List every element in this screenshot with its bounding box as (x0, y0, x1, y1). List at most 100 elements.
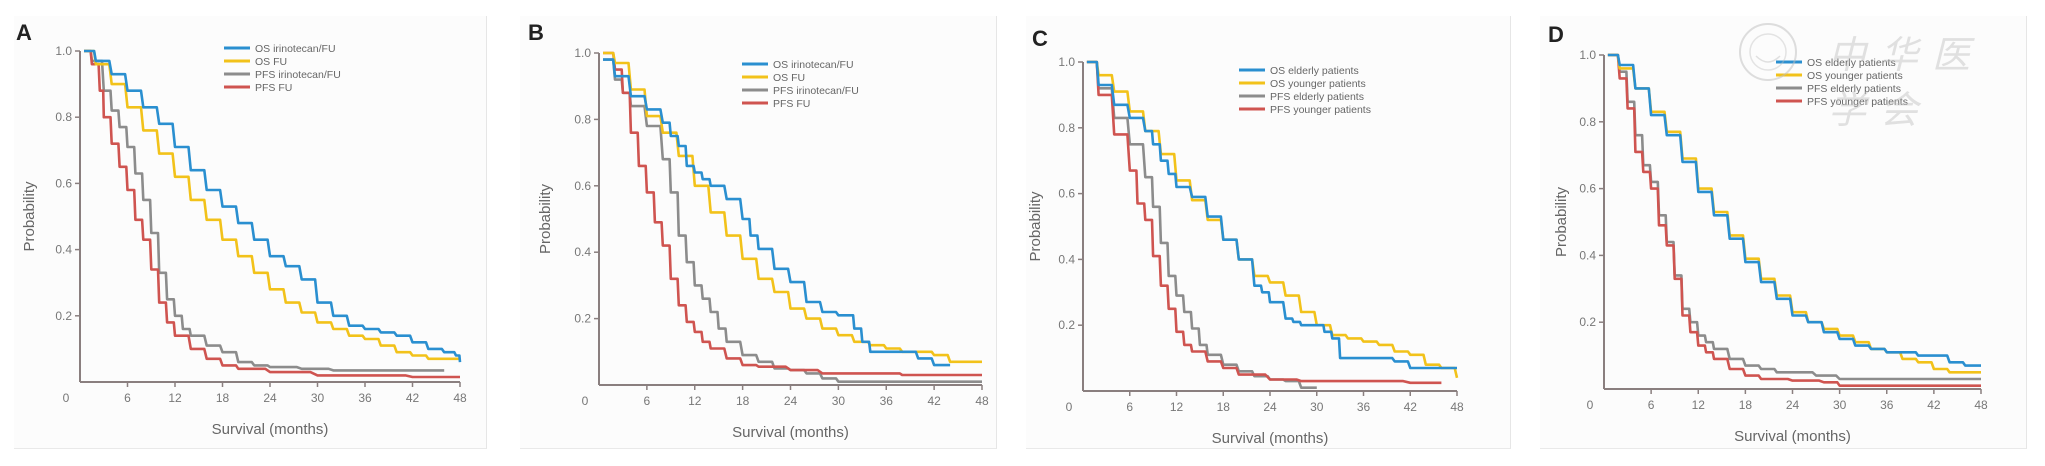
series-line-pfs-fu (84, 49, 460, 379)
legend-label: OS FU (255, 56, 287, 68)
x-tick-label: 24 (1263, 400, 1277, 414)
x-tick-label: 24 (784, 394, 798, 408)
x-tick-label: 6 (644, 394, 651, 408)
y-axis-label: Probability (537, 183, 554, 254)
x-tick-label: 18 (736, 394, 750, 408)
y-tick-label: 1.0 (55, 44, 72, 58)
x-tick-label: 42 (406, 391, 420, 405)
y-tick-label: 0.6 (1058, 187, 1075, 201)
y-tick-label: 1.0 (574, 46, 591, 60)
x-tick-label: 36 (880, 394, 894, 408)
x-tick-label: 36 (1880, 398, 1894, 412)
y-tick-label: 1.0 (1579, 48, 1596, 62)
x-tick-label: 18 (1217, 400, 1231, 414)
series-line-pfs-fu (603, 51, 982, 377)
y-tick-label: 0.2 (55, 309, 72, 323)
legend-label: PFS elderly patients (1270, 91, 1364, 103)
x-tick-label: 42 (1927, 398, 1941, 412)
x-tick-label: 42 (1404, 400, 1418, 414)
y-tick-label: 0.2 (1058, 318, 1075, 332)
x-tick-label: 48 (975, 394, 989, 408)
km-chart-svg: A 0.2 0.4 0.6 0.8 1.0 0 6 12 18 24 30 36 42 48 Survival… (16, 20, 467, 438)
km-chart-svg: D 0.2 0.4 0.6 0.8 1.0 0 6 12 18 24 30 36 42 48 Survival… (1548, 22, 1988, 445)
panel-c: C 0.2 0.4 0.6 0.8 1.0 0 6 12 18 24 30 36 42 48 Survival… (1026, 16, 1511, 449)
series-line-pfs-younger-patients (1607, 53, 1981, 387)
legend-label: PFS FU (773, 98, 810, 110)
panel-letter: C (1032, 26, 1048, 51)
x-tick-label: 18 (1739, 398, 1753, 412)
panel-b: B 0.2 0.4 0.6 0.8 1.0 0 6 12 18 24 30 36 42 48 Survival… (520, 16, 997, 449)
x-tick-label: 30 (1833, 398, 1847, 412)
y-tick-label: 0.4 (1579, 248, 1596, 262)
x-tick-label: 42 (927, 394, 941, 408)
panel-letter: B (528, 20, 544, 45)
series-line-os-elderly-patients (1607, 53, 1981, 367)
x-tick-label: 0 (582, 394, 589, 408)
x-tick-label: 6 (1648, 398, 1655, 412)
legend-label: OS elderly patients (1270, 65, 1359, 77)
y-axis-label: Probability (21, 181, 38, 252)
legend-label: OS irinotecan/FU (773, 59, 854, 71)
x-tick-label: 36 (1357, 400, 1371, 414)
x-axis-label: Survival (months) (212, 421, 329, 438)
x-tick-label: 6 (124, 391, 131, 405)
series-line-pfs-irinotecan-fu (84, 49, 445, 372)
series-line-os-elderly-patients (1086, 60, 1457, 370)
x-tick-label: 0 (1587, 398, 1594, 412)
y-tick-label: 0.6 (55, 176, 72, 190)
y-tick-label: 0.4 (55, 243, 72, 257)
y-tick-label: 0.8 (1579, 115, 1596, 129)
legend-label: PFS irinotecan/FU (255, 69, 341, 81)
series-line-os-fu (84, 49, 460, 361)
legend-label: PFS younger patients (1807, 96, 1908, 108)
panel-a: A 0.2 0.4 0.6 0.8 1.0 0 6 12 18 24 30 36 42 48 Survival… (14, 16, 487, 449)
y-tick-label: 1.0 (1058, 55, 1075, 69)
y-tick-label: 0.8 (55, 110, 72, 124)
series-line-os-irinotecan-fu (603, 58, 951, 367)
y-tick-label: 0.2 (1579, 315, 1596, 329)
x-tick-label: 12 (688, 394, 702, 408)
x-tick-label: 30 (1310, 400, 1324, 414)
x-tick-label: 24 (263, 391, 277, 405)
y-axis-label: Probability (1027, 191, 1044, 262)
y-axis-label: Probability (1553, 186, 1570, 257)
y-tick-label: 0.8 (1058, 121, 1075, 135)
x-tick-label: 24 (1786, 398, 1800, 412)
legend-label: PFS younger patients (1270, 104, 1371, 116)
series-line-pfs-elderly-patients (1607, 53, 1981, 381)
x-tick-label: 48 (453, 391, 467, 405)
x-tick-label: 30 (832, 394, 846, 408)
series-line-pfs-younger-patients (1086, 60, 1442, 385)
x-axis-label: Survival (months) (1734, 428, 1851, 445)
km-chart-svg: B 0.2 0.4 0.6 0.8 1.0 0 6 12 18 24 30 36 42 48 Survival… (528, 20, 989, 441)
x-tick-label: 0 (63, 391, 70, 405)
series-line-os-fu (603, 51, 982, 364)
x-tick-label: 48 (1974, 398, 1988, 412)
legend-label: PFS elderly patients (1807, 83, 1901, 95)
x-axis-label: Survival (months) (1212, 430, 1329, 447)
y-tick-label: 0.4 (574, 245, 591, 259)
legend-label: OS younger patients (1270, 78, 1366, 90)
x-axis-label: Survival (months) (732, 424, 849, 441)
y-tick-label: 0.4 (1058, 252, 1075, 266)
y-tick-label: 0.8 (574, 112, 591, 126)
legend-label: OS younger patients (1807, 70, 1903, 82)
panel-d: D 0.2 0.4 0.6 0.8 1.0 0 6 12 18 24 30 36 42 48 Survival… (1540, 16, 2027, 449)
x-tick-label: 0 (1066, 400, 1073, 414)
legend-label: OS irinotecan/FU (255, 43, 336, 55)
series-line-os-irinotecan-fu (84, 49, 462, 363)
x-tick-label: 12 (1692, 398, 1706, 412)
legend-label: OS FU (773, 72, 805, 84)
series-line-os-younger-patients (1607, 53, 1981, 374)
series-line-pfs-irinotecan-fu (603, 58, 982, 383)
km-chart-svg: C 0.2 0.4 0.6 0.8 1.0 0 6 12 18 24 30 36 42 48 Survival… (1027, 26, 1464, 447)
y-tick-label: 0.2 (574, 312, 591, 326)
x-tick-label: 6 (1126, 400, 1133, 414)
x-tick-label: 36 (358, 391, 372, 405)
legend-label: PFS irinotecan/FU (773, 85, 859, 97)
x-tick-label: 30 (311, 391, 325, 405)
